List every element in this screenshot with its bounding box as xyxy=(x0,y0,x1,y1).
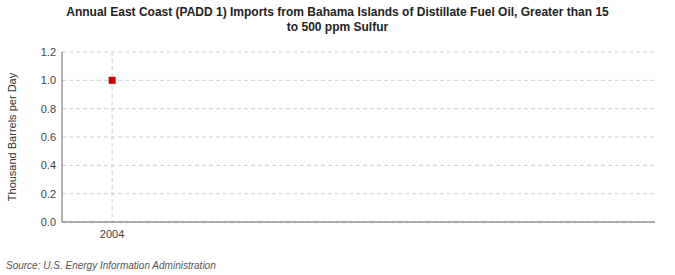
tick-label: 1.2 xyxy=(41,46,56,58)
point xyxy=(109,77,116,84)
y-axis-label: Thousand Barrels per Day xyxy=(6,72,18,201)
chart: Annual East Coast (PADD 1) Imports from … xyxy=(0,0,675,275)
tick-label: 0.2 xyxy=(41,188,56,200)
tick-label: 0.8 xyxy=(41,103,56,115)
tick-label: 0.4 xyxy=(41,159,56,171)
grid-line xyxy=(62,108,655,109)
tick-label: 1.0 xyxy=(41,74,56,86)
tick-label: 2004 xyxy=(100,228,124,240)
grid xyxy=(62,52,655,222)
y-axis xyxy=(62,52,63,222)
grid-line xyxy=(62,137,655,138)
tick-label: 0.6 xyxy=(41,131,56,143)
tick-label: 0.0 xyxy=(41,216,56,228)
grid-line xyxy=(62,52,655,53)
grid-line xyxy=(62,165,655,166)
grid-line xyxy=(62,222,655,223)
grid-line xyxy=(62,80,655,81)
title: Annual East Coast (PADD 1) Imports from … xyxy=(66,5,609,34)
grid-line xyxy=(62,193,655,194)
x-axis xyxy=(62,222,655,223)
marks xyxy=(109,77,116,84)
source: Source: U.S. Energy Information Administ… xyxy=(6,260,216,271)
